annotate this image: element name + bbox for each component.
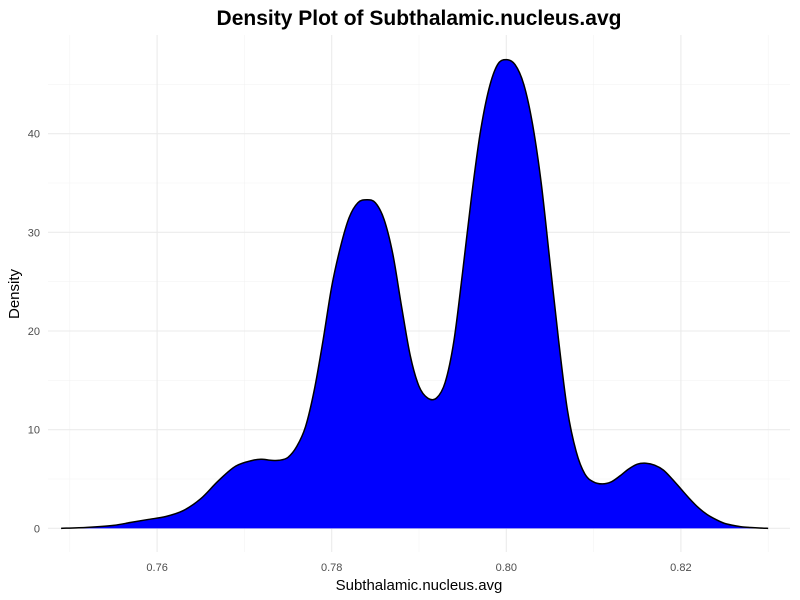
x-tick-label: 0.82 <box>670 562 691 574</box>
chart-title: Density Plot of Subthalamic.nucleus.avg <box>217 7 622 30</box>
y-axis-ticks: 0 10 20 30 40 <box>28 129 40 536</box>
density-area <box>61 59 769 529</box>
density-line <box>61 58 769 530</box>
y-tick-label: 10 <box>28 425 40 437</box>
y-tick-label: 30 <box>28 227 40 239</box>
x-axis-ticks: 0.76 0.78 0.80 0.82 <box>146 562 691 574</box>
y-tick-label: 40 <box>28 129 40 141</box>
x-tick-label: 0.78 <box>321 562 342 574</box>
x-tick-label: 0.80 <box>496 562 517 574</box>
x-axis-title: Subthalamic.nucleus.avg <box>336 577 503 594</box>
y-tick-label: 0 <box>34 523 40 535</box>
x-tick-label: 0.76 <box>146 562 167 574</box>
y-axis-title: Density <box>6 268 23 319</box>
y-tick-label: 20 <box>28 326 40 338</box>
